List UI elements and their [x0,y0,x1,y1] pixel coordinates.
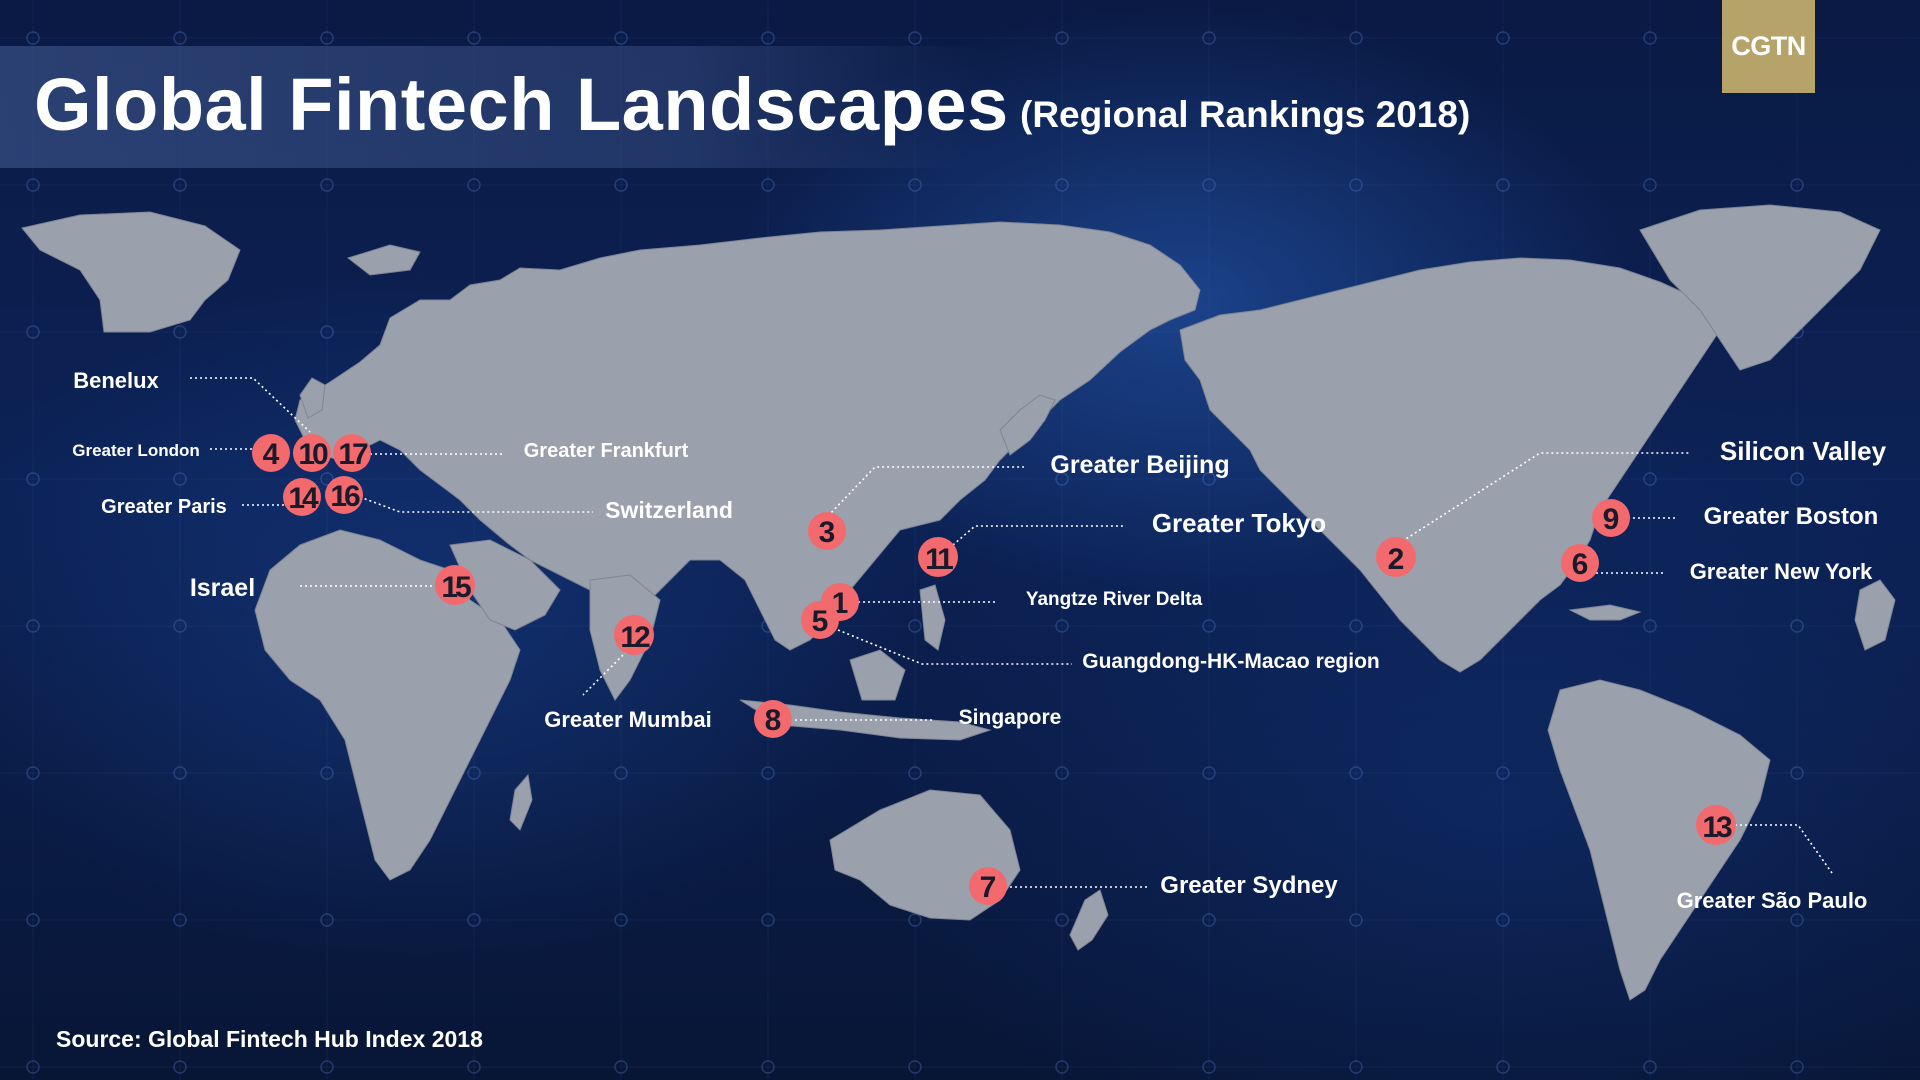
marker-rank-12: 12 [614,615,654,655]
label-greater-frankfurt: Greater Frankfurt [510,428,702,474]
leader-line-benelux [190,377,311,433]
marker-rank-15-text: 15 [441,571,471,604]
marker-rank-5: 5 [801,601,839,639]
marker-rank-3-text: 3 [819,516,836,549]
label-yangtze-river-delta: Yangtze River Delta [1000,576,1228,624]
marker-rank-16: 16 [325,476,363,514]
landmass-new-zealand [1069,889,1109,951]
landmass-caribbean [1568,604,1642,621]
landmass-south-america [1547,679,1771,1001]
page-subtitle: (Regional Rankings 2018) [1020,94,1471,135]
marker-rank-4: 4 [252,434,290,472]
label-greater-new-york: Greater New York [1670,548,1892,596]
landmass-borneo [849,649,906,701]
label-guangdong-hk-macao: Guangdong-HK-Macao region [1076,638,1386,686]
label-greater-tokyo-text: Greater Tokyo [1151,507,1327,538]
marker-rank-6: 6 [1561,544,1599,582]
label-greater-london-text: Greater London [72,441,200,460]
landmass-svalbard [346,244,421,276]
label-yangtze-river-delta-text: Yangtze River Delta [1025,589,1203,610]
landmass-greenland [1639,204,1881,371]
marker-rank-14-text: 14 [288,482,319,515]
label-greater-sao-paulo: Greater São Paulo [1662,876,1882,926]
label-greater-paris: Greater Paris [88,484,240,530]
title-bar [0,46,985,168]
landmass-japan [999,394,1056,456]
marker-rank-6-text: 6 [1572,548,1589,581]
label-benelux: Benelux [40,358,192,404]
label-greater-paris-text: Greater Paris [101,495,227,518]
label-silicon-valley-text: Silicon Valley [1719,435,1887,466]
label-greater-boston-text: Greater Boston [1703,503,1879,530]
label-singapore-text: Singapore [958,706,1062,729]
label-benelux-text: Benelux [73,368,159,393]
marker-rank-11-text: 11 [925,543,953,576]
leader-lines [190,377,1833,888]
label-guangdong-hk-macao-text: Guangdong-HK-Macao region [1082,650,1380,673]
marker-rank-13-text: 13 [1702,811,1732,844]
leader-line-switzerland [359,496,593,513]
label-israel-text: Israel [189,573,256,602]
label-israel: Israel [150,564,295,612]
landmass-britain [299,377,326,419]
marker-rank-3: 3 [808,512,846,550]
leader-line-mumbai [582,647,631,696]
label-switzerland: Switzerland [595,486,743,534]
marker-rank-4-text: 4 [263,438,280,471]
label-greater-boston: Greater Boston [1680,492,1902,542]
label-silicon-valley: Silicon Valley [1693,426,1913,476]
leader-line-sao-paulo [1735,824,1833,874]
landmass-eurasia [294,221,1201,662]
label-greater-london: Greater London [60,428,212,474]
landmass-madagascar [509,773,533,831]
landmass-arabia [449,539,561,631]
landmass-group [21,204,1896,1001]
label-greater-sydney: Greater Sydney [1145,862,1353,910]
marker-rank-13: 13 [1696,805,1736,845]
page-title: Global Fintech Landscapes [34,63,1009,146]
marker-rank-2-text: 2 [1388,543,1405,576]
marker-rank-10-text: 10 [298,438,328,471]
label-greater-frankfurt-text: Greater Frankfurt [523,439,689,462]
label-greater-mumbai-text: Greater Mumbai [544,707,712,732]
label-greater-new-york-text: Greater New York [1689,559,1873,584]
marker-rank-11: 11 [918,537,958,577]
marker-rank-5-text: 5 [812,605,829,638]
source-note: Source: Global Fintech Hub Index 2018 [56,1026,483,1052]
marker-rank-15: 15 [435,565,475,605]
marker-rank-17-text: 17 [338,438,368,471]
marker-rank-16-text: 16 [330,480,360,513]
marker-rank-8: 8 [754,700,792,738]
label-greater-beijing-text: Greater Beijing [1050,450,1230,479]
label-singapore: Singapore [936,694,1084,742]
marker-rank-12-text: 12 [620,621,650,654]
marker-rank-2: 2 [1376,537,1416,577]
landmass-greenland-west [21,211,241,333]
label-greater-tokyo: Greater Tokyo [1130,498,1348,548]
label-greater-sao-paulo-text: Greater São Paulo [1676,888,1868,913]
marker-rank-17: 17 [333,434,371,472]
landmass-africa [254,529,521,881]
marker-rank-14: 14 [283,478,322,516]
marker-rank-7: 7 [969,867,1007,905]
leader-line-guangdong [837,629,1072,665]
label-greater-sydney-text: Greater Sydney [1160,872,1338,899]
marker-rank-9-text: 9 [1603,503,1620,536]
label-greater-mumbai: Greater Mumbai [530,696,726,744]
marker-rank-9: 9 [1592,499,1630,537]
marker-rank-7-text: 7 [980,871,997,904]
cgtn-logo: CGTN [1722,0,1815,93]
marker-rank-8-text: 8 [765,704,782,737]
marker-rank-10: 10 [293,434,331,472]
leader-line-silicon-valley [1397,452,1690,545]
label-switzerland-text: Switzerland [605,496,733,523]
label-greater-beijing: Greater Beijing [1030,440,1250,490]
